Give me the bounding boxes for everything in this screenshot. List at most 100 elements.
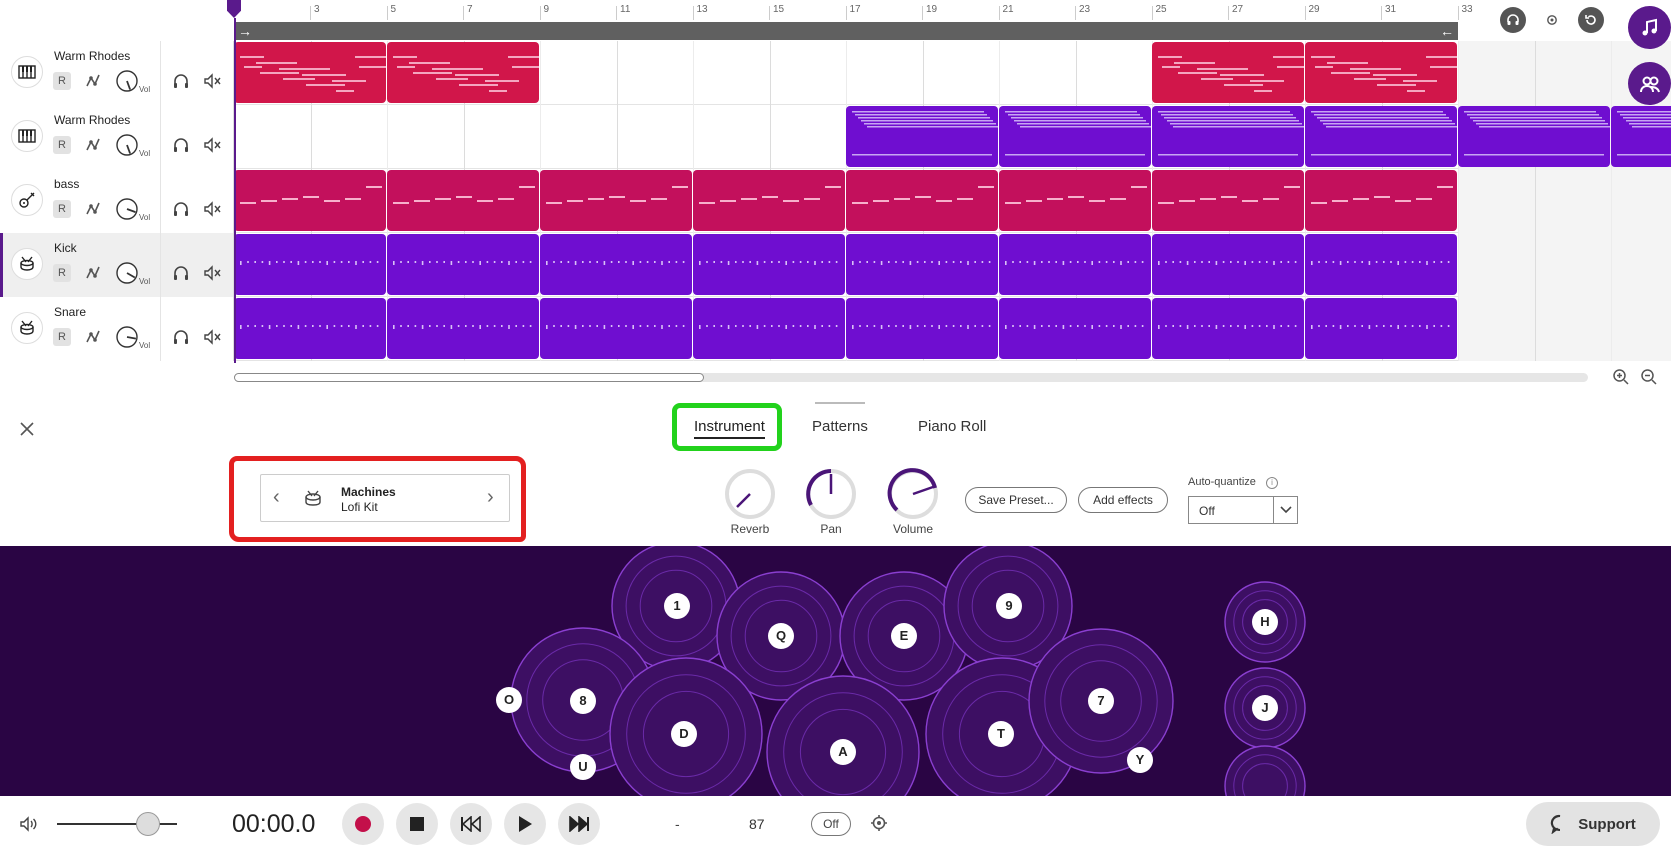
pattern-clip[interactable]	[846, 106, 998, 167]
track-volume-knob[interactable]	[115, 261, 139, 285]
pattern-clip[interactable]	[999, 234, 1151, 295]
track-header[interactable]: Warm Rhodes R Vol	[0, 41, 234, 105]
automation-icon[interactable]	[84, 200, 102, 218]
pad-key-label[interactable]: 1	[664, 593, 690, 619]
loop-end-arrow-icon[interactable]: ←	[1440, 23, 1454, 39]
scrollbar-thumb[interactable]	[234, 373, 704, 382]
pad-key-label[interactable]: 9	[996, 593, 1022, 619]
pattern-clip[interactable]	[693, 298, 845, 359]
guitar-icon[interactable]	[11, 184, 43, 216]
headphones-round-icon[interactable]	[1500, 7, 1526, 33]
bpm-display[interactable]: 87	[749, 816, 765, 832]
pad-key-label[interactable]: 7	[1088, 688, 1114, 714]
pattern-clip[interactable]	[693, 234, 845, 295]
track-lane[interactable]	[234, 169, 1671, 233]
pattern-clip[interactable]	[234, 170, 386, 231]
mute-speaker-icon[interactable]	[203, 200, 221, 218]
headphones-solo-icon[interactable]	[172, 72, 190, 90]
automation-icon[interactable]	[84, 328, 102, 346]
horizontal-scrollbar[interactable]	[234, 373, 1588, 382]
headphones-solo-icon[interactable]	[172, 328, 190, 346]
headphones-solo-icon[interactable]	[172, 200, 190, 218]
track-name[interactable]: Warm Rhodes	[54, 49, 131, 63]
track-header[interactable]: Warm Rhodes R Vol	[0, 105, 234, 169]
record-button[interactable]	[342, 803, 384, 845]
timeline-ruler[interactable]: 3 5 7 9 11 13 15 17 19 21 23 25 27 29 31 33	[234, 0, 1671, 22]
pattern-clip[interactable]	[234, 298, 386, 359]
piano-icon[interactable]	[11, 56, 43, 88]
mute-speaker-icon[interactable]	[203, 72, 221, 90]
record-arm-button[interactable]: R	[53, 72, 71, 90]
close-panel-icon[interactable]	[18, 420, 36, 438]
pad-key-label[interactable]: U	[570, 754, 596, 780]
save-preset-button[interactable]: Save Preset...	[965, 487, 1067, 513]
pattern-clip[interactable]	[999, 106, 1151, 167]
support-button[interactable]: Support	[1526, 802, 1660, 846]
tab-instrument[interactable]: Instrument	[694, 418, 765, 439]
volume-knob[interactable]	[887, 468, 939, 520]
pattern-clip[interactable]	[387, 170, 539, 231]
add-effects-button[interactable]: Add effects	[1078, 487, 1168, 513]
track-header[interactable]: bass R Vol	[0, 169, 234, 233]
rewind-button[interactable]	[450, 803, 492, 845]
fast-forward-button[interactable]	[558, 803, 600, 845]
zoom-out-icon[interactable]	[1640, 368, 1658, 386]
drum-icon[interactable]	[11, 312, 43, 344]
pattern-clip[interactable]	[1611, 106, 1671, 167]
master-volume-track[interactable]	[57, 823, 177, 825]
pattern-clip[interactable]	[1152, 298, 1304, 359]
pattern-clip[interactable]	[387, 234, 539, 295]
pattern-clip[interactable]	[1305, 170, 1457, 231]
loop-start-arrow-icon[interactable]: →	[238, 23, 252, 39]
pad-key-label[interactable]: A	[830, 739, 856, 765]
track-volume-knob[interactable]	[115, 133, 139, 157]
track-lane[interactable]	[234, 297, 1671, 361]
panel-resize-handle[interactable]	[815, 402, 865, 404]
pad-key-label[interactable]: T	[988, 721, 1014, 747]
track-row[interactable]: bass R Vol	[0, 169, 1671, 233]
loop-region-bar[interactable]: → ←	[234, 22, 1458, 40]
pattern-clip[interactable]	[387, 298, 539, 359]
chevron-down-icon[interactable]	[1273, 497, 1297, 523]
pattern-clip[interactable]	[846, 170, 998, 231]
pattern-clip[interactable]	[1152, 106, 1304, 167]
prev-preset-icon[interactable]: ‹	[273, 486, 280, 508]
mute-speaker-icon[interactable]	[203, 264, 221, 282]
track-volume-knob[interactable]	[115, 197, 139, 221]
preset-selector[interactable]: ‹ Machines Lofi Kit ›	[260, 474, 510, 522]
track-header[interactable]: Snare R Vol	[0, 297, 234, 361]
automation-icon[interactable]	[84, 136, 102, 154]
track-lane[interactable]	[234, 41, 1671, 105]
tab-patterns[interactable]: Patterns	[812, 418, 868, 435]
pattern-clip[interactable]	[846, 234, 998, 295]
pattern-clip[interactable]	[999, 298, 1151, 359]
pattern-clip[interactable]	[234, 42, 386, 103]
undo-icon[interactable]	[1578, 7, 1604, 33]
next-preset-icon[interactable]: ›	[487, 486, 494, 508]
track-row[interactable]: Warm Rhodes R Vol	[0, 41, 1671, 105]
pattern-clip[interactable]	[693, 170, 845, 231]
piano-icon[interactable]	[11, 120, 43, 152]
speaker-icon[interactable]	[18, 814, 38, 834]
playhead-marker[interactable]	[227, 0, 241, 18]
pad-key-label[interactable]: H	[1252, 609, 1278, 635]
pan-knob[interactable]	[805, 468, 857, 520]
drum-pad[interactable]	[1224, 745, 1306, 796]
pad-key-label[interactable]: Q	[768, 623, 794, 649]
track-row[interactable]: Kick R Vol	[0, 233, 1671, 297]
track-name[interactable]: bass	[54, 177, 80, 191]
zoom-in-icon[interactable]	[1612, 368, 1630, 386]
track-row[interactable]: Snare R Vol	[0, 297, 1671, 361]
headphones-solo-icon[interactable]	[172, 264, 190, 282]
pad-key-label[interactable]: O	[496, 687, 522, 713]
pattern-clip[interactable]	[234, 234, 386, 295]
pattern-clip[interactable]	[1152, 42, 1304, 103]
tab-piano-roll[interactable]: Piano Roll	[918, 418, 987, 435]
pattern-clip[interactable]	[540, 234, 692, 295]
track-name[interactable]: Snare	[54, 305, 87, 319]
pattern-clip[interactable]	[1305, 42, 1457, 103]
pad-key-label[interactable]: E	[891, 623, 917, 649]
gear-icon[interactable]	[1539, 7, 1565, 33]
track-volume-knob[interactable]	[115, 325, 139, 349]
track-row[interactable]: Warm Rhodes R Vol	[0, 105, 1671, 169]
